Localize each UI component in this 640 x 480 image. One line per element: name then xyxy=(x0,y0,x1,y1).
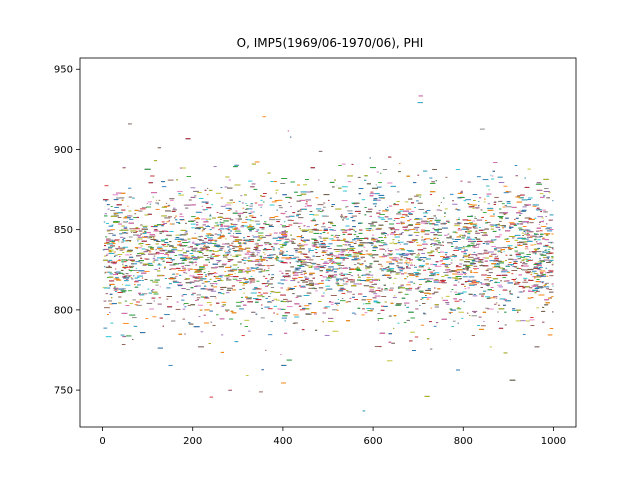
chart-title: O, IMP5(1969/06-1970/06), PHI xyxy=(237,36,424,50)
data-points xyxy=(102,95,554,412)
